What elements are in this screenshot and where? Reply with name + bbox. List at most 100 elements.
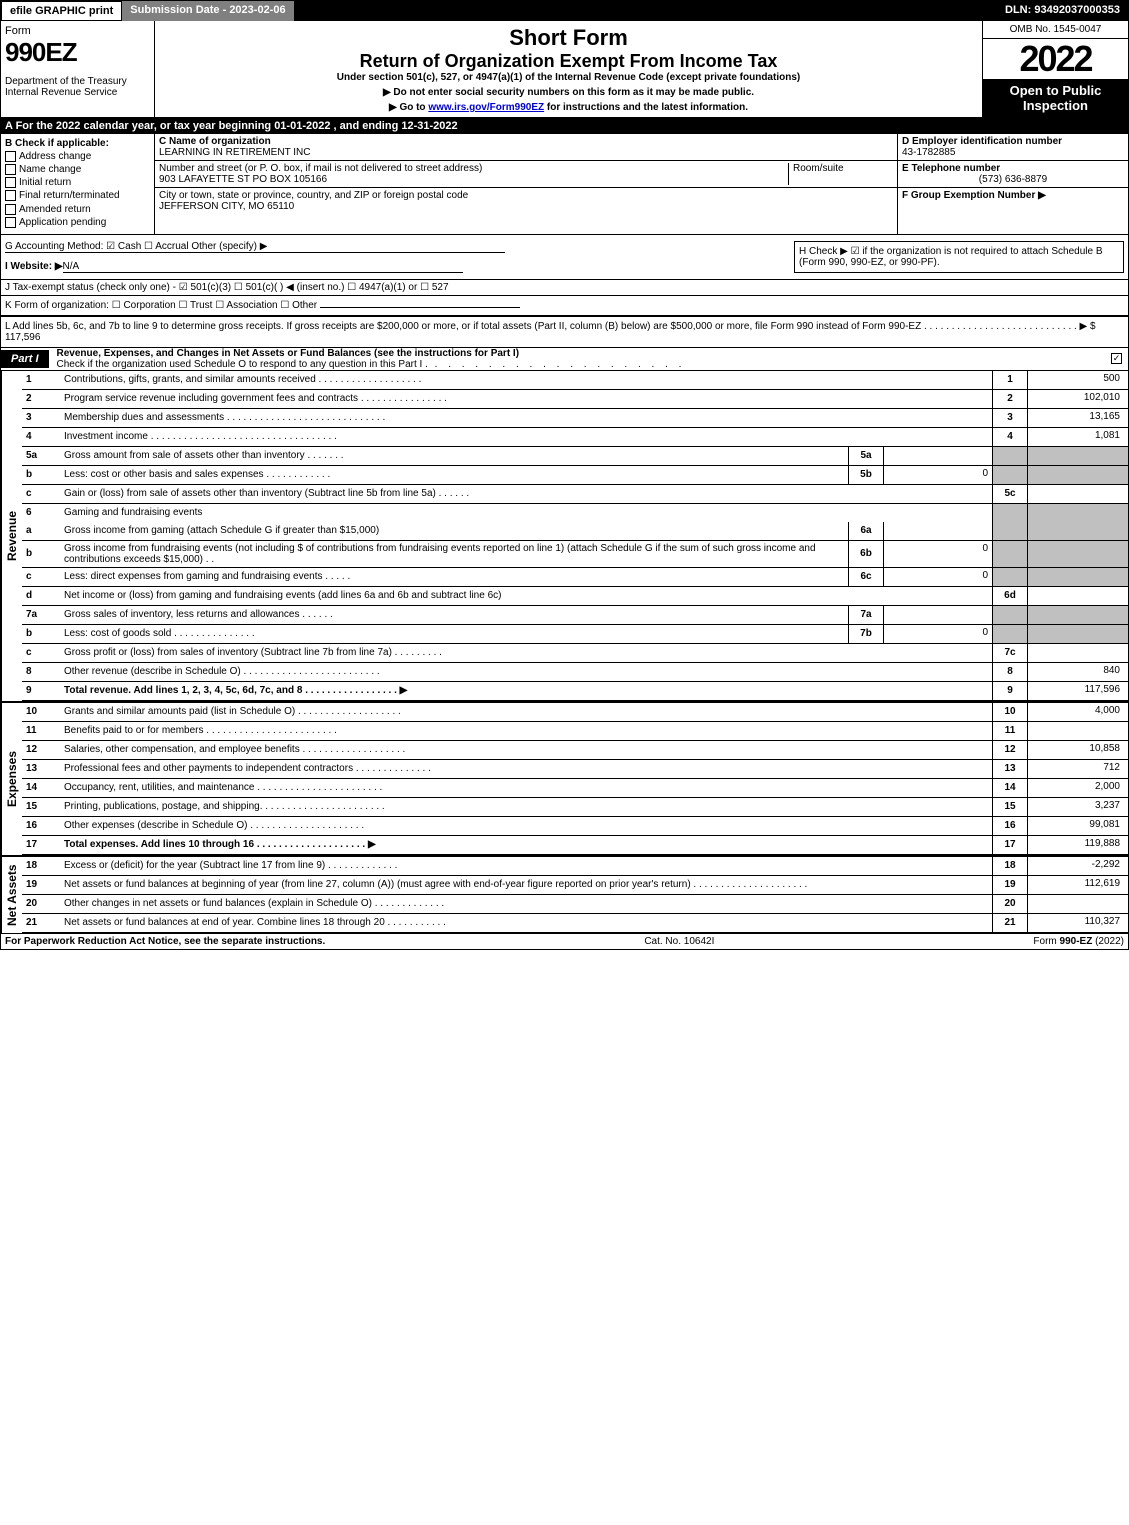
line-4-desc: Investment income . . . . . . . . . . . … [60,429,992,444]
part-1-tab: Part I [1,350,49,368]
check-name-change[interactable]: Name change [5,164,150,175]
accounting-method: G Accounting Method: ☑ Cash ☐ Accrual Ot… [5,241,505,253]
check-final-return[interactable]: Final return/terminated [5,190,150,201]
submission-date: Submission Date - 2023-02-06 [122,1,293,21]
address-row: Number and street (or P. O. box, if mail… [155,161,897,188]
line-21-desc: Net assets or fund balances at end of ye… [60,915,992,930]
ein-row: D Employer identification number 43-1782… [898,134,1128,161]
goto-post: for instructions and the latest informat… [544,102,748,113]
section-b-c: B Check if applicable: Address change Na… [1,134,1128,235]
city-row: City or town, state or province, country… [155,188,897,214]
line-4-val: 1,081 [1028,428,1128,446]
no-ssn-notice: ▶ Do not enter social security numbers o… [159,87,978,98]
line-19-desc: Net assets or fund balances at beginning… [60,877,992,892]
line-5c-desc: Gain or (loss) from sale of assets other… [60,486,992,501]
open-inspection: Open to Public Inspection [983,79,1128,117]
column-c: C Name of organization LEARNING IN RETIR… [155,134,897,234]
line-6d-desc: Net income or (loss) from gaming and fun… [60,588,992,603]
line-3-val: 13,165 [1028,409,1128,427]
f-label: F Group Exemption Number ▶ [902,190,1046,201]
d-label: D Employer identification number [902,136,1124,147]
short-form-title: Short Form [159,25,978,51]
line-18-val: -2,292 [1028,857,1128,875]
revenue-side-label: Revenue [1,371,22,701]
footer: For Paperwork Reduction Act Notice, see … [1,933,1128,949]
phone-val: (573) 636-8879 [902,174,1124,185]
line-13-desc: Professional fees and other payments to … [60,761,992,776]
line-10-val: 4,000 [1028,703,1128,721]
line-14-val: 2,000 [1028,779,1128,797]
line-2-desc: Program service revenue including govern… [60,391,992,406]
h-box: H Check ▶ ☑ if the organization is not r… [794,241,1124,273]
form-label: Form [5,25,150,37]
addr-val: 903 LAFAYETTE ST PO BOX 105166 [159,174,788,185]
city-label: City or town, state or province, country… [159,190,893,201]
line-1-val: 500 [1028,371,1128,389]
room-suite: Room/suite [788,163,893,185]
footer-left: For Paperwork Reduction Act Notice, see … [5,936,325,947]
part-1-desc: Revenue, Expenses, and Changes in Net As… [57,348,1108,370]
line-11-desc: Benefits paid to or for members . . . . … [60,723,992,738]
line-k: K Form of organization: ☐ Corporation ☐ … [1,296,1128,317]
topbar: efile GRAPHIC print Submission Date - 20… [1,1,1128,21]
part-1-header: Part I Revenue, Expenses, and Changes in… [1,348,1128,371]
line-9-desc: Total revenue. Add lines 1, 2, 3, 4, 5c,… [60,683,992,698]
line-15-desc: Printing, publications, postage, and shi… [60,799,992,814]
line-8-desc: Other revenue (describe in Schedule O) .… [60,664,992,679]
group-exemption: F Group Exemption Number ▶ [898,188,1128,203]
form-container: efile GRAPHIC print Submission Date - 20… [0,0,1129,950]
omb-number: OMB No. 1545-0047 [983,21,1128,39]
website-label: I Website: ▶ [5,261,63,272]
check-application-pending[interactable]: Application pending [5,217,150,228]
c-label: C Name of organization [159,136,893,147]
check-amended-return[interactable]: Amended return [5,204,150,215]
line-18-desc: Excess or (deficit) for the year (Subtra… [60,858,992,873]
irs-link[interactable]: www.irs.gov/Form990EZ [428,102,544,113]
line-7b-desc: Less: cost of goods sold . . . . . . . .… [60,626,848,641]
website-val: N/A [63,261,463,273]
phone-row: E Telephone number (573) 636-8879 [898,161,1128,188]
tax-year: 2022 [983,39,1128,79]
footer-cat: Cat. No. 10642I [325,936,1033,947]
column-b: B Check if applicable: Address change Na… [1,134,155,234]
revenue-section: Revenue 1Contributions, gifts, grants, a… [1,371,1128,701]
line-6-desc: Gaming and fundraising events [60,505,992,520]
column-def: D Employer identification number 43-1782… [897,134,1128,234]
check-initial-return[interactable]: Initial return [5,177,150,188]
line-16-desc: Other expenses (describe in Schedule O) … [60,818,992,833]
line-16-val: 99,081 [1028,817,1128,835]
line-5b-desc: Less: cost or other basis and sales expe… [60,467,848,482]
line-13-val: 712 [1028,760,1128,778]
line-l: L Add lines 5b, 6c, and 7b to line 9 to … [1,317,1128,348]
line-2-val: 102,010 [1028,390,1128,408]
line-15-val: 3,237 [1028,798,1128,816]
footer-right: Form 990-EZ (2022) [1033,936,1124,947]
line-10-desc: Grants and similar amounts paid (list in… [60,704,992,719]
line-12-val: 10,858 [1028,741,1128,759]
dln: DLN: 93492037000353 [997,1,1128,21]
check-address-change[interactable]: Address change [5,151,150,162]
part-1-checkbox[interactable] [1108,353,1128,365]
line-5a-desc: Gross amount from sale of assets other t… [60,448,848,463]
under-section: Under section 501(c), 527, or 4947(a)(1)… [159,72,978,83]
line-12-desc: Salaries, other compensation, and employ… [60,742,992,757]
return-title: Return of Organization Exempt From Incom… [159,51,978,72]
org-name: LEARNING IN RETIREMENT INC [159,147,893,158]
net-assets-side-label: Net Assets [1,857,22,933]
header-right: OMB No. 1545-0047 2022 Open to Public In… [983,21,1128,117]
section-g-h: G Accounting Method: ☑ Cash ☐ Accrual Ot… [1,235,1128,280]
line-17-val: 119,888 [1028,836,1128,854]
header-mid: Short Form Return of Organization Exempt… [155,21,983,117]
efile-print[interactable]: efile GRAPHIC print [1,1,122,21]
line-9-val: 117,596 [1028,682,1128,700]
expenses-side-label: Expenses [1,703,22,855]
line-20-desc: Other changes in net assets or fund bala… [60,896,992,911]
line-6a-desc: Gross income from gaming (attach Schedul… [60,523,848,538]
expenses-section: Expenses 10Grants and similar amounts pa… [1,701,1128,855]
row-a: A For the 2022 calendar year, or tax yea… [1,118,1128,134]
line-7c-desc: Gross profit or (loss) from sales of inv… [60,645,992,660]
e-label: E Telephone number [902,163,1124,174]
line-6c-desc: Less: direct expenses from gaming and fu… [60,569,848,584]
line-j: J Tax-exempt status (check only one) ‐ ☑… [1,280,1128,296]
header-left: Form 990EZ Department of the Treasury In… [1,21,155,117]
